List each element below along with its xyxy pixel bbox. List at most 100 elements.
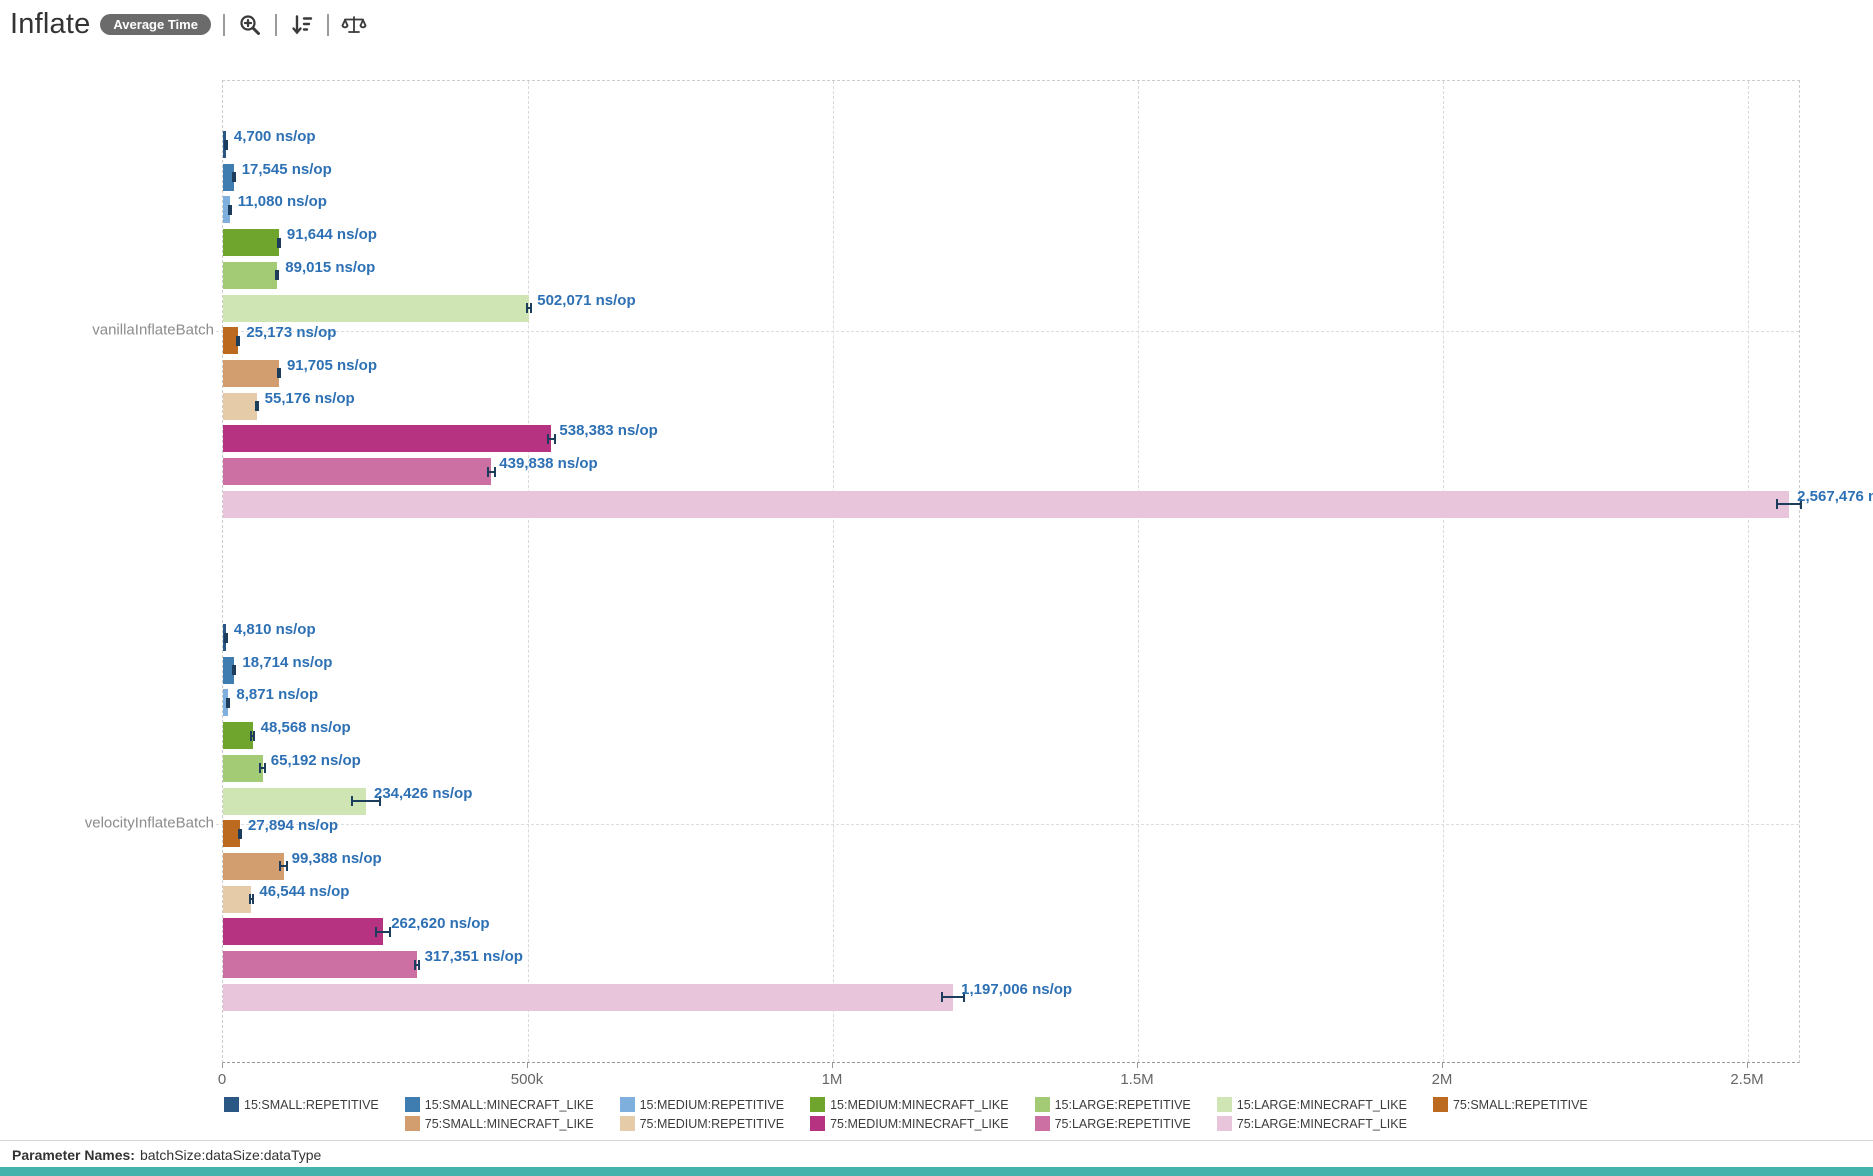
compare-scales-icon[interactable] xyxy=(341,12,367,38)
error-bar xyxy=(248,898,254,901)
zoom-in-icon[interactable] xyxy=(237,12,263,38)
error-bar xyxy=(547,437,556,440)
benchmark-bar[interactable] xyxy=(223,852,284,880)
benchmark-bar[interactable] xyxy=(223,951,417,978)
benchmark-bar[interactable] xyxy=(223,196,230,224)
bottom-accent-bar xyxy=(0,1167,1873,1176)
benchmark-bar[interactable] xyxy=(223,261,278,289)
error-bar-cap xyxy=(250,730,253,741)
legend-item[interactable]: 75:LARGE:REPETITIVE xyxy=(1034,1116,1191,1131)
error-bar-cap xyxy=(350,796,353,806)
legend-item[interactable]: 75:MEDIUM:MINECRAFT_LIKE xyxy=(810,1116,1009,1131)
sort-icon[interactable] xyxy=(289,12,315,38)
legend-item[interactable]: 15:LARGE:REPETITIVE xyxy=(1034,1097,1191,1112)
error-bar xyxy=(375,930,392,933)
benchmark-bar[interactable] xyxy=(223,885,252,913)
bar-value-label: 55,176 ns/op xyxy=(264,389,355,407)
error-bar-cap xyxy=(417,959,420,970)
legend-swatch xyxy=(224,1097,239,1112)
bar-value-label: 48,568 ns/op xyxy=(260,719,351,737)
x-tick-label: 500k xyxy=(510,1071,544,1088)
bar-value-label: 4,700 ns/op xyxy=(233,128,316,145)
error-bar-cap xyxy=(227,204,230,215)
benchmark-bar[interactable] xyxy=(223,656,235,684)
benchmark-bar[interactable] xyxy=(223,983,954,1011)
benchmark-bar[interactable] xyxy=(223,722,253,750)
legend-item[interactable]: 15:LARGE:MINECRAFT_LIKE xyxy=(1216,1097,1407,1112)
bar-value-label: 99,388 ns/op xyxy=(291,849,382,867)
error-bar xyxy=(254,405,259,408)
x-tick-mark xyxy=(1442,1063,1443,1068)
error-bar-cap xyxy=(375,926,378,937)
error-bar-cap xyxy=(234,665,237,676)
gridline xyxy=(528,81,529,1062)
error-bar xyxy=(279,865,288,868)
benchmark-bar[interactable] xyxy=(223,327,239,355)
legend-item[interactable]: 75:SMALL:REPETITIVE xyxy=(1432,1097,1588,1112)
x-tick-label: 0 xyxy=(217,1071,227,1088)
legend-item[interactable]: 75:LARGE:MINECRAFT_LIKE xyxy=(1216,1116,1407,1131)
error-bar-cap xyxy=(277,270,280,281)
legend-item[interactable]: 15:MEDIUM:MINECRAFT_LIKE xyxy=(810,1097,1009,1112)
error-bar-cap xyxy=(1776,499,1779,510)
legend-swatch xyxy=(619,1116,635,1131)
legend-item[interactable]: 15:SMALL:MINECRAFT_LIKE xyxy=(404,1097,594,1112)
benchmark-bar[interactable] xyxy=(223,229,279,257)
error-bar-cap xyxy=(279,237,282,248)
legend-label: 15:SMALL:MINECRAFT_LIKE xyxy=(424,1097,594,1112)
error-bar xyxy=(526,307,533,309)
legend-item[interactable]: 75:MEDIUM:REPETITIVE xyxy=(619,1116,784,1131)
benchmark-bar[interactable] xyxy=(223,294,530,322)
bar-value-label: 8,871 ns/op xyxy=(236,686,319,704)
x-tick-mark xyxy=(1137,1063,1138,1068)
bar-value-label: 17,545 ns/op xyxy=(241,160,332,178)
legend-item[interactable]: 15:MEDIUM:REPETITIVE xyxy=(619,1097,784,1112)
benchmark-bar[interactable] xyxy=(223,787,366,815)
benchmark-bar[interactable] xyxy=(223,490,1790,518)
benchmark-bar[interactable] xyxy=(223,392,257,420)
gridline xyxy=(1748,81,1749,1062)
bar-value-label: 262,620 ns/op xyxy=(391,915,490,933)
error-bar-cap xyxy=(493,466,496,477)
benchmark-bar[interactable] xyxy=(223,754,263,782)
benchmark-bar[interactable] xyxy=(223,689,229,717)
x-tick-mark xyxy=(222,1063,223,1068)
x-tick-label: 1M xyxy=(821,1071,843,1088)
error-bar-cap xyxy=(236,335,239,346)
page-title: Inflate xyxy=(10,8,91,40)
error-bar xyxy=(350,800,382,802)
error-bar-cap xyxy=(276,237,279,248)
error-bar xyxy=(1776,503,1802,506)
bar-value-label: 502,071 ns/op xyxy=(537,291,636,309)
legend-swatch xyxy=(619,1097,635,1112)
bar-value-label: 1,197,006 ns/op xyxy=(961,980,1073,998)
error-bar-cap xyxy=(487,466,490,477)
benchmark-bar[interactable] xyxy=(223,918,384,946)
benchmark-bar[interactable] xyxy=(223,820,240,848)
error-bar-cap xyxy=(248,894,251,905)
error-bar-cap xyxy=(413,959,416,970)
parameter-names-value: batchSize:dataSize:dataType xyxy=(139,1146,322,1163)
benchmark-bar[interactable] xyxy=(223,425,552,453)
error-bar-cap xyxy=(233,172,236,183)
parameter-names-label: Parameter Names: xyxy=(12,1146,135,1163)
error-bar xyxy=(413,963,420,966)
parameter-names-bar: Parameter Names: batchSize:dataSize:data… xyxy=(0,1140,1873,1168)
error-bar-cap xyxy=(279,368,282,379)
error-bar-cap xyxy=(389,926,392,937)
benchmark-bar[interactable] xyxy=(223,359,279,387)
error-bar-cap xyxy=(254,401,257,412)
bar-value-label: 91,705 ns/op xyxy=(286,356,377,374)
benchmark-bar[interactable] xyxy=(223,458,492,485)
x-tick-label: 2M xyxy=(1431,1071,1453,1088)
legend-item[interactable]: 15:SMALL:REPETITIVE xyxy=(224,1097,379,1112)
legend-label: 15:MEDIUM:MINECRAFT_LIKE xyxy=(830,1097,1009,1112)
bar-value-label: 89,015 ns/op xyxy=(285,258,376,276)
legend-item[interactable]: 75:SMALL:MINECRAFT_LIKE xyxy=(404,1116,594,1131)
error-bar xyxy=(276,241,282,244)
error-bar xyxy=(487,470,496,473)
category-gridline xyxy=(216,330,1799,332)
benchmark-bar[interactable] xyxy=(223,163,234,191)
error-bar xyxy=(275,274,280,277)
error-bar-cap xyxy=(526,303,529,313)
